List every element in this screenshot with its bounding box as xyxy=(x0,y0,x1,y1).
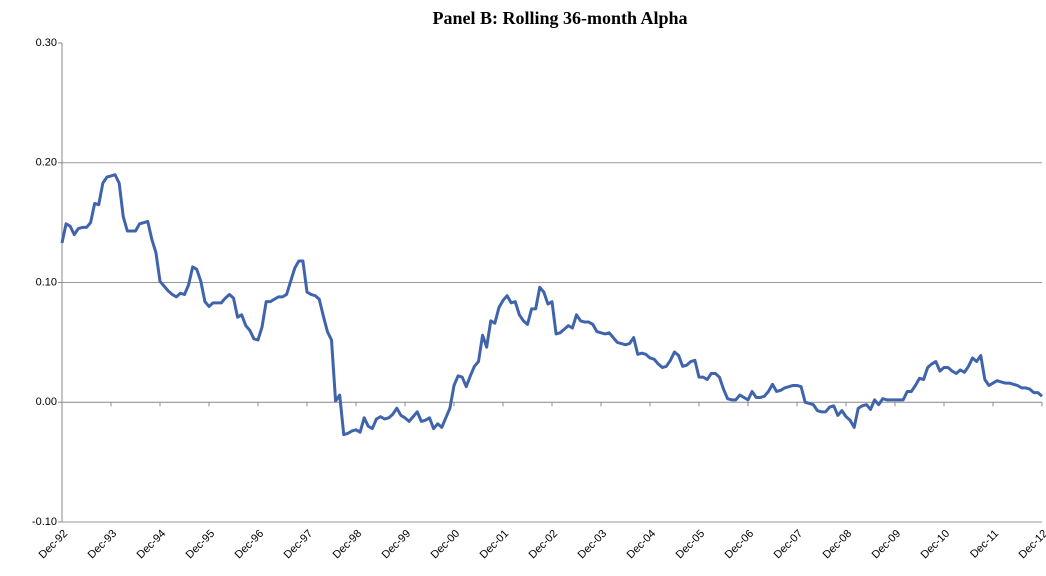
x-tick-label: Dec-93 xyxy=(86,528,120,562)
x-tick-label: Dec-98 xyxy=(331,528,365,562)
x-tick-label: Dec-09 xyxy=(870,528,904,562)
x-tick-label: Dec-97 xyxy=(282,528,316,562)
x-tick-label: Dec-05 xyxy=(674,528,708,562)
chart-title: Panel B: Rolling 36-month Alpha xyxy=(432,8,687,28)
x-tick-label: Dec-11 xyxy=(968,528,1001,561)
y-tick-label: 0.00 xyxy=(36,396,57,408)
x-tick-label: Dec-04 xyxy=(625,528,659,562)
x-tick-label: Dec-06 xyxy=(723,528,757,562)
x-tick-label: Dec-08 xyxy=(821,528,855,562)
x-tick-label: Dec-96 xyxy=(233,528,267,562)
x-tick-label: Dec-92 xyxy=(37,528,71,562)
x-tick-label: Dec-02 xyxy=(527,528,561,562)
y-tick-label: -0.10 xyxy=(32,516,57,528)
x-tick-label: Dec-07 xyxy=(772,528,806,562)
x-tick-label: Dec-95 xyxy=(184,528,218,562)
y-tick-label: 0.10 xyxy=(36,276,57,288)
y-tick-label: 0.20 xyxy=(36,157,57,169)
x-tick-label: Dec-01 xyxy=(478,528,512,562)
x-tick-label: Dec-10 xyxy=(919,528,953,562)
x-tick-label: Dec-03 xyxy=(576,528,610,562)
line-series xyxy=(60,173,1043,437)
x-tick-label: Dec-00 xyxy=(429,528,463,562)
x-tick-label: Dec-99 xyxy=(380,528,414,562)
x-tick-label: Dec-12 xyxy=(1017,528,1046,562)
y-tick-label: 0.30 xyxy=(36,37,57,49)
x-tick-label: Dec-94 xyxy=(135,528,169,562)
